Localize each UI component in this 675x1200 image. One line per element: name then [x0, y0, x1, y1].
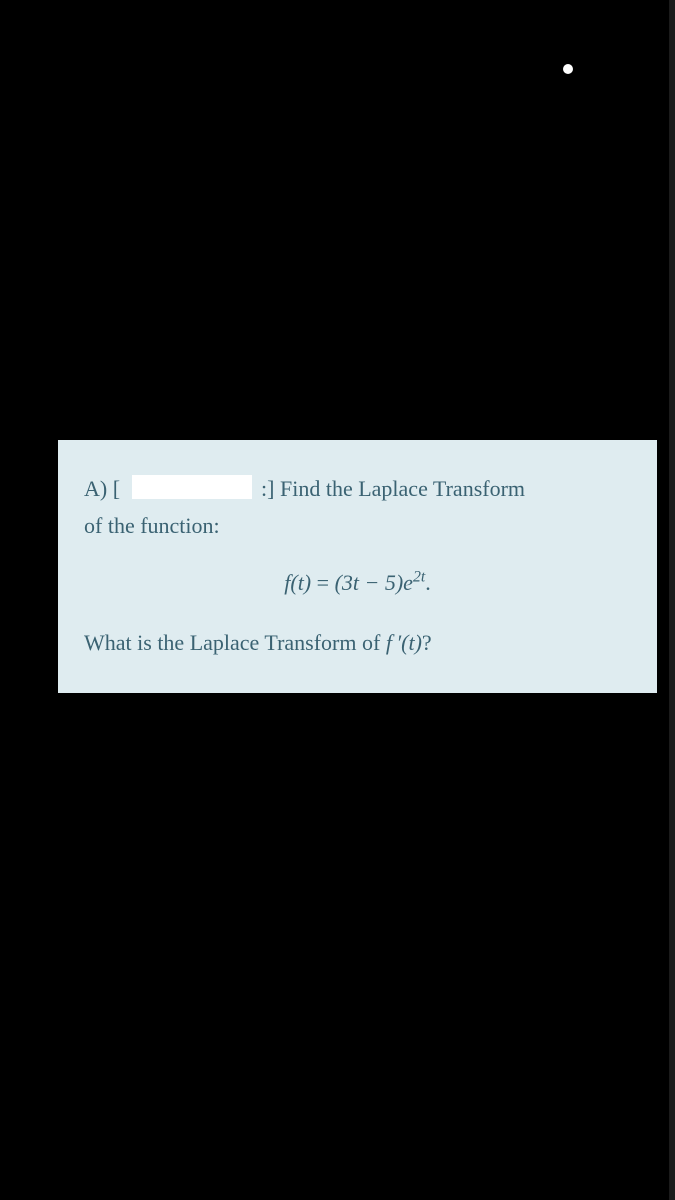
followup-f: f	[386, 630, 397, 655]
equation-equals: =	[317, 570, 335, 595]
equation-lhs: f(t)	[284, 570, 311, 595]
bracket-after: :]	[261, 472, 274, 505]
followup-suffix: ?	[422, 630, 432, 655]
problem-card: A) [ :] Find the Laplace Transform of th…	[58, 440, 657, 693]
equation-rhs-prefix: (3t − 5)e	[335, 570, 413, 595]
redaction-block	[132, 475, 252, 499]
right-edge-strip	[669, 0, 675, 1200]
prompt-line-2: of the function:	[84, 509, 631, 542]
part-label: A) [	[84, 472, 120, 505]
equation: f(t) = (3t − 5)e2t.	[84, 570, 631, 596]
equation-suffix: .	[425, 570, 431, 595]
prompt-line-1: A) [ :] Find the Laplace Transform	[84, 470, 631, 505]
followup-arg: (t)	[401, 630, 422, 655]
followup-prefix: What is the Laplace Transform of	[84, 630, 386, 655]
followup-question: What is the Laplace Transform of f ′(t)?	[84, 628, 631, 659]
equation-exponent: 2t	[413, 569, 425, 586]
status-dot	[563, 64, 573, 74]
prompt-rest-1: Find the Laplace Transform	[280, 472, 525, 505]
